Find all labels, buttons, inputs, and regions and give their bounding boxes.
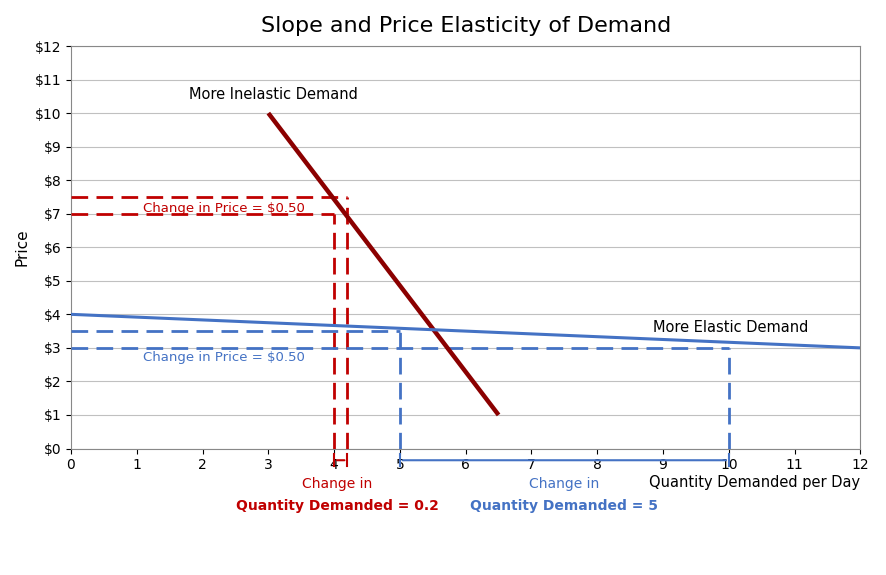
Text: More Inelastic Demand: More Inelastic Demand (189, 87, 358, 102)
Y-axis label: Price: Price (14, 228, 29, 266)
Text: Change in: Change in (302, 477, 372, 491)
Text: Quantity Demanded = 0.2: Quantity Demanded = 0.2 (236, 499, 439, 513)
Text: Change in Price = $0.50: Change in Price = $0.50 (144, 351, 305, 364)
Text: Change in Price = $0.50: Change in Price = $0.50 (144, 201, 305, 214)
Text: Change in: Change in (529, 477, 599, 491)
X-axis label: Quantity Demanded per Day: Quantity Demanded per Day (649, 475, 859, 490)
Title: Slope and Price Elasticity of Demand: Slope and Price Elasticity of Demand (260, 16, 670, 36)
Text: Quantity Demanded = 5: Quantity Demanded = 5 (470, 499, 657, 513)
Text: More Elastic Demand: More Elastic Demand (652, 320, 808, 335)
